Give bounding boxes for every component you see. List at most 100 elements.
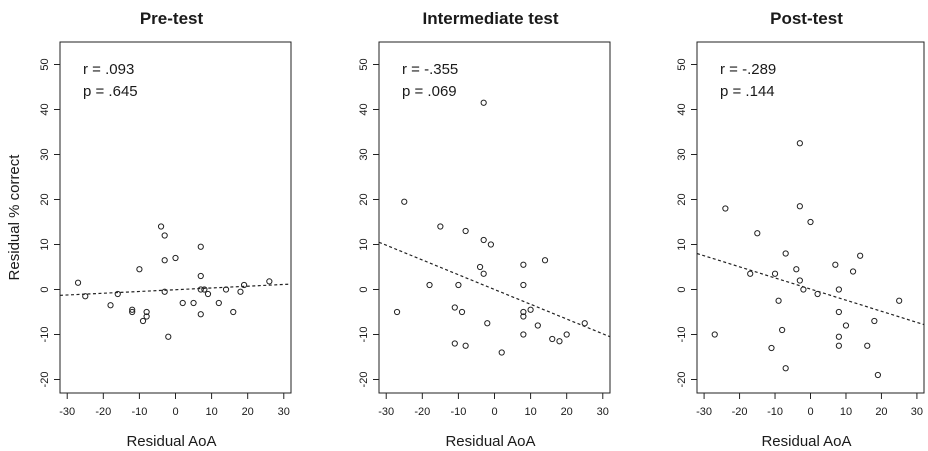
data-point: [222, 286, 230, 293]
x-tick-label: 10: [524, 406, 536, 418]
x-tick-label: -20: [95, 406, 111, 418]
data-point: [161, 288, 168, 295]
x-tick-label: 0: [491, 406, 497, 418]
data-point: [563, 331, 570, 338]
p-value: p = .144: [720, 83, 775, 100]
x-tick-label: 20: [875, 406, 887, 418]
data-point: [800, 286, 807, 293]
data-point: [197, 311, 204, 318]
y-tick-label: 40: [358, 103, 370, 115]
x-tick-label: 20: [242, 406, 254, 418]
y-tick-label: 20: [358, 193, 370, 205]
y-tick-label: -10: [358, 327, 370, 343]
data-point: [476, 263, 484, 271]
data-point: [520, 313, 527, 320]
y-tick-label: 0: [676, 286, 688, 292]
data-point: [775, 297, 782, 304]
data-point: [179, 299, 186, 307]
y-tick-label: 40: [676, 103, 688, 115]
data-point: [143, 308, 150, 316]
y-tick-label: -20: [358, 372, 370, 388]
x-axis-label: Residual AoA: [445, 433, 535, 450]
x-tick-label: -30: [378, 406, 394, 418]
data-point: [462, 227, 469, 235]
data-point: [520, 331, 527, 338]
data-point: [451, 340, 458, 347]
data-point: [520, 261, 527, 268]
data-point: [197, 286, 204, 293]
data-point: [201, 286, 208, 293]
y-axis-label: Residual % correct: [6, 154, 23, 281]
data-point: [172, 254, 179, 262]
data-point: [541, 257, 549, 264]
data-point: [842, 322, 850, 329]
data-point: [237, 288, 244, 295]
data-point: [480, 270, 487, 277]
data-point: [437, 223, 444, 230]
chart-title: Intermediate test: [422, 9, 558, 28]
x-axis-label: Residual AoA: [126, 433, 216, 450]
data-point: [782, 365, 789, 372]
y-tick-label: 50: [39, 58, 51, 70]
data-point: [835, 308, 842, 316]
y-tick-label: -20: [39, 372, 51, 388]
data-point: [896, 297, 903, 304]
y-tick-label: 0: [39, 286, 51, 292]
data-point: [807, 218, 814, 226]
y-tick-label: 30: [676, 148, 688, 160]
data-point: [197, 243, 204, 250]
data-point: [832, 261, 839, 268]
trend-line: [378, 241, 611, 338]
y-tick-label: 30: [39, 148, 51, 160]
trend-line: [59, 283, 292, 296]
data-point: [190, 299, 197, 307]
x-tick-label: 0: [172, 406, 178, 418]
chart-title: Post-test: [770, 9, 843, 28]
panel-1: Pre-test -30 -20 -10 0 10 20 30 -20 -10 0 10 20 30 40 5…: [6, 9, 292, 450]
y-tick-label: -10: [676, 327, 688, 343]
x-tick-label: -20: [414, 406, 430, 418]
data-point: [143, 313, 150, 320]
data-point: [451, 304, 458, 311]
data-point: [480, 99, 487, 106]
y-tick-label: -20: [676, 372, 688, 388]
x-tick-label: -30: [59, 406, 75, 418]
data-point: [796, 203, 803, 210]
data-point: [796, 277, 803, 284]
data-point: [549, 335, 556, 343]
correlation-r: r = .093: [83, 61, 134, 78]
data-point: [771, 270, 779, 277]
data-point: [136, 266, 143, 273]
data-point: [82, 293, 89, 300]
y-tick-label: -10: [39, 327, 51, 343]
data-point: [480, 236, 487, 244]
data-point: [161, 257, 168, 264]
p-value: p = .069: [402, 83, 457, 100]
trend-line: [696, 252, 925, 326]
data-point: [215, 299, 222, 307]
y-tick-label: 50: [358, 58, 370, 70]
x-axis-label: Residual AoA: [761, 433, 851, 450]
y-tick-label: 0: [358, 286, 370, 292]
x-tick-label: -10: [767, 406, 783, 418]
x-tick-label: 30: [597, 406, 609, 418]
panel-3: Post-test -30 -20 -10 0 10 20 30 -20 -10 0 10 20 30 40…: [676, 9, 925, 450]
y-tick-label: 20: [39, 193, 51, 205]
data-point: [197, 272, 204, 280]
data-point: [722, 205, 729, 212]
data-point: [487, 241, 494, 248]
data-point: [835, 333, 842, 340]
y-tick-label: 50: [676, 58, 688, 70]
data-point: [74, 279, 82, 286]
x-tick-label: 10: [205, 406, 217, 418]
data-point: [520, 281, 527, 289]
data-point: [814, 290, 821, 298]
y-tick-label: 10: [39, 238, 51, 250]
data-point: [498, 349, 505, 356]
data-point: [871, 317, 878, 325]
data-point: [768, 344, 775, 352]
x-tick-label: 10: [840, 406, 852, 418]
x-tick-label: -10: [450, 406, 466, 418]
data-point: [520, 308, 527, 316]
data-point: [266, 278, 273, 285]
